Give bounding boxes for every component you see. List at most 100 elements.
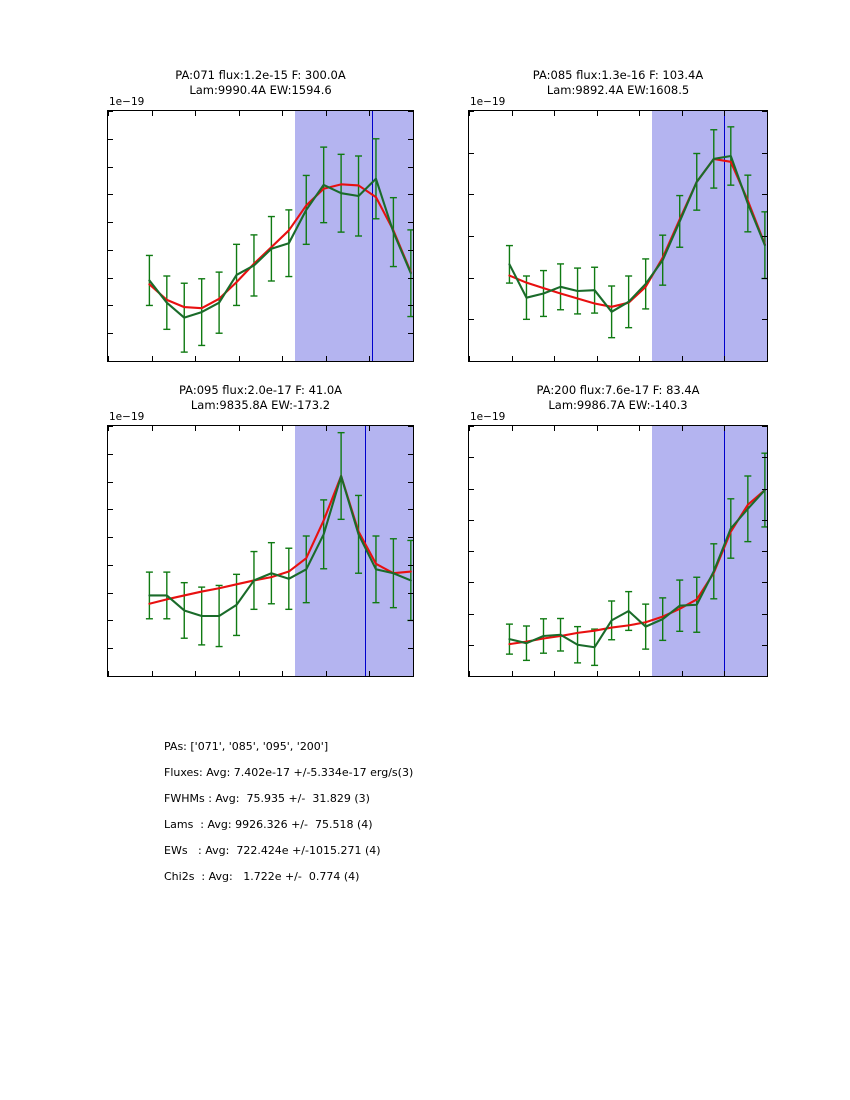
fit-curve (148, 183, 412, 310)
x-tick-mark (724, 356, 726, 361)
x-tick-mark (108, 671, 109, 676)
y-tick-mark (762, 319, 767, 321)
x-tick-mark (681, 426, 683, 431)
x-tick-mark (511, 111, 513, 116)
x-tick-mark (724, 111, 726, 116)
panel-title-line1: PA:085 flux:1.3e-16 F: 103.4A (532, 68, 704, 82)
x-tick-mark (282, 356, 284, 361)
x-tick-mark (195, 356, 197, 361)
y-tick-mark (469, 676, 474, 677)
y-tick-mark (469, 152, 474, 154)
y-tick-mark (408, 111, 413, 112)
panel-title-pa-071: PA:071 flux:1.2e-15 F: 300.0A Lam:9990.4A… (107, 68, 414, 98)
axes-pa-095: -0.50.00.51.01.52.02.53.03.54.0930094009… (107, 425, 414, 677)
x-tick-mark (724, 426, 726, 431)
x-tick-mark (369, 671, 371, 676)
y-tick-mark (408, 277, 413, 279)
x-tick-mark (369, 111, 371, 116)
y-tick-mark (762, 488, 767, 490)
y-tick-mark (108, 426, 113, 427)
y-tick-mark (762, 613, 767, 615)
y-tick-mark (762, 152, 767, 154)
y-tick-mark (762, 457, 767, 459)
fit-curve (148, 474, 412, 605)
x-tick-mark (151, 671, 153, 676)
y-tick-mark (469, 551, 474, 552)
y-tick-mark (108, 111, 113, 112)
summary-line: EWs : Avg: 722.424e +/-1015.271 (4) (164, 844, 381, 857)
axes-pa-200: 0123456789300940095009600970098009900100… (468, 425, 768, 677)
x-tick-mark (554, 111, 556, 116)
x-tick-mark (724, 671, 726, 676)
x-tick-mark (767, 671, 768, 676)
x-tick-mark (596, 356, 598, 361)
y-tick-mark (469, 582, 474, 584)
x-tick-mark (325, 111, 327, 116)
series-layer-pa-071 (145, 138, 413, 353)
y-tick-mark (408, 426, 413, 427)
x-tick-mark (325, 426, 327, 431)
x-tick-mark (282, 111, 284, 116)
y-tick-mark (108, 509, 113, 511)
y-axis-exponent-label-pa-095: 1e−19 (109, 411, 145, 423)
y-tick-mark (408, 166, 413, 168)
x-tick-mark (554, 426, 556, 431)
x-tick-mark (639, 671, 641, 676)
y-tick-mark (108, 592, 113, 594)
y-tick-mark (469, 488, 474, 490)
y-tick-mark (469, 457, 474, 459)
x-tick-mark (108, 426, 109, 431)
y-tick-mark (762, 676, 767, 677)
y-axis-exponent-label-pa-071: 1e−19 (109, 96, 145, 108)
x-tick-mark (681, 671, 683, 676)
x-tick-mark (596, 111, 598, 116)
x-tick-mark (238, 356, 240, 361)
y-tick-mark (408, 333, 413, 335)
y-tick-mark (408, 481, 413, 483)
y-tick-mark (108, 481, 113, 483)
x-tick-mark (238, 111, 240, 116)
y-tick-mark (408, 620, 413, 622)
y-tick-mark (108, 222, 113, 224)
y-tick-mark (762, 582, 767, 584)
y-tick-mark (469, 426, 474, 427)
series-layer-pa-085 (505, 126, 767, 339)
y-tick-mark (469, 194, 474, 196)
y-tick-mark (108, 305, 113, 307)
x-tick-mark (681, 356, 683, 361)
panel-title-line2: Lam:9990.4A EW:1594.6 (189, 83, 332, 97)
x-tick-mark (469, 111, 470, 116)
shaded-wavelength-region (652, 426, 767, 676)
x-tick-mark (511, 426, 513, 431)
y-tick-mark (408, 305, 413, 307)
x-tick-mark (596, 426, 598, 431)
center-wavelength-marker (724, 426, 726, 676)
y-tick-mark (108, 249, 113, 251)
y-tick-mark (108, 620, 113, 622)
y-tick-mark (762, 426, 767, 427)
x-tick-mark (195, 111, 197, 116)
x-tick-mark (108, 356, 109, 361)
x-tick-mark (151, 356, 153, 361)
fit-curve (508, 489, 766, 646)
y-tick-mark (762, 277, 767, 279)
panel-title-line2: Lam:9986.7A EW:-140.3 (548, 398, 688, 412)
panel-title-line1: PA:071 flux:1.2e-15 F: 300.0A (175, 68, 346, 82)
y-tick-mark (408, 138, 413, 140)
y-tick-mark (108, 138, 113, 140)
y-tick-mark (408, 648, 413, 650)
x-tick-mark (554, 356, 556, 361)
series-layer-pa-200 (505, 452, 767, 667)
observed-spectrum-curve (508, 489, 766, 649)
y-tick-mark (469, 111, 474, 112)
y-axis-exponent-label-pa-200: 1e−19 (470, 411, 506, 423)
axes-pa-085: -101234593009400950096009700980099001000… (468, 110, 768, 362)
panel-title-line2: Lam:9892.4A EW:1608.5 (546, 83, 690, 97)
summary-line: Chi2s : Avg: 1.722e +/- 0.774 (4) (164, 870, 360, 883)
x-tick-mark (639, 356, 641, 361)
y-tick-mark (408, 509, 413, 511)
x-tick-mark (639, 426, 641, 431)
y-tick-mark (108, 333, 113, 335)
